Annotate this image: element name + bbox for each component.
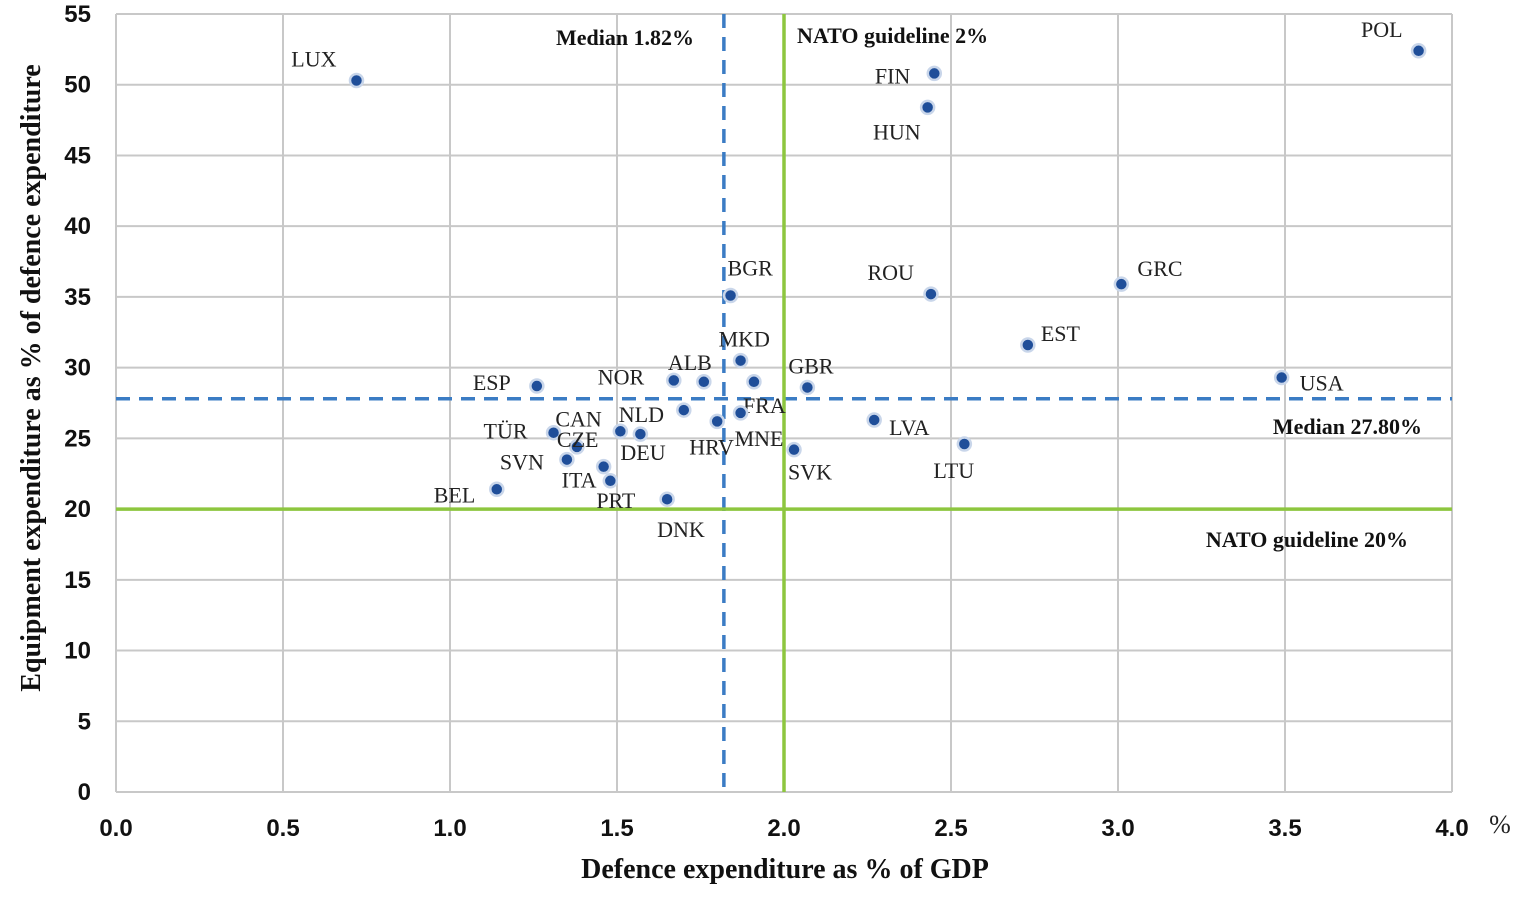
guideline-label-y: NATO guideline 20%: [1206, 527, 1408, 552]
x-tick-label: 3.0: [1101, 815, 1134, 842]
data-point-svk: [786, 441, 802, 458]
data-point-nld: [676, 402, 692, 418]
x-axis-title: Defence expenditure as % of GDP: [581, 854, 989, 885]
data-point-pol: [1410, 43, 1427, 59]
y-tick-label: 40: [64, 213, 91, 240]
y-tick-label: 0: [78, 779, 91, 806]
y-tick-label: 50: [64, 72, 91, 99]
point-label: FIN: [875, 63, 911, 88]
y-tick-label: 25: [64, 425, 91, 452]
x-axis-unit: %: [1489, 810, 1511, 839]
data-point-svn: [559, 451, 575, 468]
data-point-deu: [632, 426, 649, 442]
y-tick-label: 5: [78, 708, 91, 735]
y-tick-label: 55: [64, 1, 91, 28]
point-label: GBR: [788, 353, 834, 378]
point-label: MNE: [735, 426, 784, 451]
point-label: POL: [1361, 17, 1403, 42]
point-label: ALB: [668, 350, 712, 375]
point-label: NLD: [619, 402, 664, 427]
y-tick-label: 45: [64, 142, 91, 169]
x-tick-label: 4.0: [1435, 815, 1468, 842]
data-point-esp: [529, 378, 545, 394]
data-point-bel: [489, 481, 505, 498]
point-label: PRT: [596, 488, 636, 513]
data-point-usa: [1273, 369, 1290, 386]
point-label: DNK: [657, 517, 705, 542]
data-point-nor: [666, 372, 682, 389]
point-label: TÜR: [484, 419, 528, 444]
data-point-dnk: [659, 491, 675, 507]
point-label: DEU: [620, 440, 665, 465]
point-label: LTU: [933, 458, 974, 483]
data-point-ltu: [956, 436, 973, 452]
point-label: GRC: [1137, 256, 1182, 281]
point-label: BEL: [434, 482, 476, 507]
point-label: ROU: [868, 260, 915, 285]
data-point-lux: [348, 72, 365, 89]
y-tick-label: 35: [64, 284, 91, 311]
x-tick-label: 2.0: [767, 815, 800, 842]
data-point-bgr: [722, 287, 739, 304]
data-point-prt: [602, 473, 619, 489]
x-tick-label: 1.0: [433, 815, 466, 842]
data-point-alb: [696, 374, 712, 390]
y-tick-label: 10: [64, 638, 91, 665]
data-point-fin: [926, 65, 943, 82]
data-point-lva: [866, 412, 882, 428]
point-label: LVA: [889, 415, 929, 440]
point-label: HRV: [689, 434, 734, 459]
data-point-mne: [732, 405, 749, 421]
reference-lines: [116, 14, 1452, 792]
data-point-hrv: [709, 413, 725, 430]
x-tick-label: 0.5: [266, 815, 299, 842]
point-label: CAN: [555, 406, 602, 431]
data-point-fra: [746, 374, 762, 390]
data-point-rou: [923, 286, 939, 302]
y-tick-label: 15: [64, 567, 91, 594]
point-label: NOR: [598, 364, 645, 389]
data-point-ita: [595, 458, 612, 475]
data-point-mkd: [732, 352, 749, 369]
point-label: SVK: [788, 460, 832, 485]
point-label: HUN: [873, 119, 921, 144]
point-label: BGR: [728, 255, 774, 280]
point-label: SVN: [500, 450, 544, 475]
point-label: CZE: [557, 427, 599, 452]
point-label: LUX: [291, 46, 336, 71]
x-tick-label: 0.0: [99, 815, 132, 842]
data-point-est: [1020, 337, 1036, 353]
median-label-x: Median 1.82%: [556, 25, 694, 50]
point-label: ITA: [562, 468, 597, 493]
tick-labels: 0.0 0.5 1.0 1.5 2.0 2.5 3.0 3.5 4.0 0 5 10 15 20 25 30 3…: [64, 1, 1468, 842]
data-point-cze: [569, 439, 585, 455]
data-point-hun: [919, 99, 936, 116]
y-tick-label: 20: [64, 496, 91, 523]
y-tick-label: 30: [64, 355, 91, 382]
median-label-y: Median 27.80%: [1273, 414, 1422, 439]
x-tick-label: 3.5: [1268, 815, 1301, 842]
x-tick-label: 1.5: [600, 815, 633, 842]
data-points: POL LUX FIN HUN GRC ROU BGR EST MKD USA ALB NOR GBR E…: [291, 17, 1427, 542]
data-point-tür: [545, 424, 562, 441]
guideline-label-x: NATO guideline 2%: [797, 23, 988, 48]
point-label: FRA: [743, 393, 786, 418]
x-tick-label: 2.5: [934, 815, 967, 842]
data-point-can: [612, 423, 629, 440]
data-point-gbr: [799, 379, 816, 396]
y-axis-title: Equipment expenditure as % of defence ex…: [16, 64, 47, 691]
point-label: EST: [1041, 321, 1081, 346]
point-label: USA: [1300, 371, 1344, 396]
reference-line-labels: Median 1.82% Median 27.80% NATO guideline …: [556, 23, 1422, 552]
data-point-grc: [1113, 276, 1130, 292]
point-label: ESP: [473, 370, 511, 395]
point-label: MKD: [719, 327, 770, 352]
